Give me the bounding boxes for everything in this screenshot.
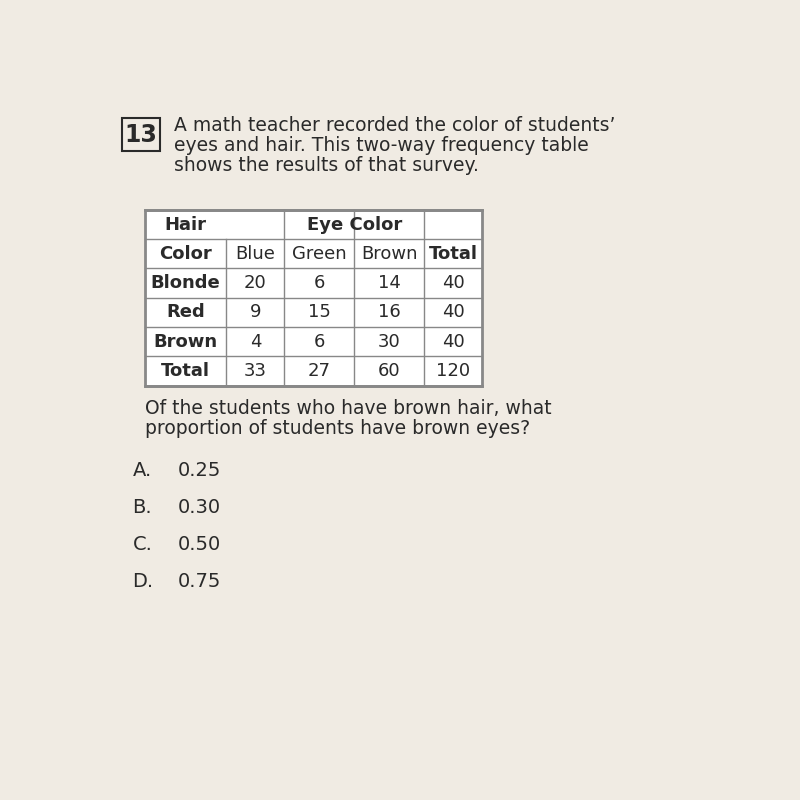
Text: D.: D. bbox=[133, 572, 154, 591]
Text: B.: B. bbox=[133, 498, 152, 518]
Text: 30: 30 bbox=[378, 333, 401, 350]
Text: 13: 13 bbox=[125, 122, 158, 146]
Text: 16: 16 bbox=[378, 303, 401, 322]
Text: eyes and hair. This two-way frequency table: eyes and hair. This two-way frequency ta… bbox=[174, 136, 588, 154]
Text: 40: 40 bbox=[442, 333, 464, 350]
Text: A math teacher recorded the color of students’: A math teacher recorded the color of stu… bbox=[174, 116, 615, 134]
Text: 0.50: 0.50 bbox=[178, 535, 221, 554]
Text: Blue: Blue bbox=[235, 245, 275, 263]
Text: 60: 60 bbox=[378, 362, 400, 380]
Text: Total: Total bbox=[161, 362, 210, 380]
Text: 15: 15 bbox=[308, 303, 330, 322]
Text: 40: 40 bbox=[442, 274, 464, 292]
Text: Total: Total bbox=[429, 245, 478, 263]
Text: Blonde: Blonde bbox=[150, 274, 221, 292]
Text: 0.75: 0.75 bbox=[178, 572, 221, 591]
Text: Red: Red bbox=[166, 303, 205, 322]
Text: C.: C. bbox=[133, 535, 153, 554]
Text: 4: 4 bbox=[250, 333, 261, 350]
Text: A.: A. bbox=[133, 462, 152, 481]
Bar bbox=[145, 210, 482, 386]
Text: 0.30: 0.30 bbox=[178, 498, 221, 518]
Text: 27: 27 bbox=[308, 362, 331, 380]
Text: Hair: Hair bbox=[165, 215, 206, 234]
Text: 40: 40 bbox=[442, 303, 464, 322]
Text: 6: 6 bbox=[314, 274, 325, 292]
Text: Brown: Brown bbox=[154, 333, 218, 350]
Text: 33: 33 bbox=[244, 362, 267, 380]
Text: Of the students who have brown hair, what: Of the students who have brown hair, wha… bbox=[145, 399, 551, 418]
Text: proportion of students have brown eyes?: proportion of students have brown eyes? bbox=[145, 419, 530, 438]
Text: 14: 14 bbox=[378, 274, 401, 292]
Text: Brown: Brown bbox=[361, 245, 418, 263]
Bar bbox=[145, 210, 482, 386]
Text: 9: 9 bbox=[250, 303, 261, 322]
Text: 0.25: 0.25 bbox=[178, 462, 221, 481]
Bar bbox=[122, 118, 161, 151]
Text: Green: Green bbox=[292, 245, 346, 263]
Text: Eye Color: Eye Color bbox=[306, 215, 402, 234]
Text: 120: 120 bbox=[436, 362, 470, 380]
Text: shows the results of that survey.: shows the results of that survey. bbox=[174, 156, 478, 174]
Text: 20: 20 bbox=[244, 274, 266, 292]
Text: 6: 6 bbox=[314, 333, 325, 350]
Text: Color: Color bbox=[159, 245, 212, 263]
